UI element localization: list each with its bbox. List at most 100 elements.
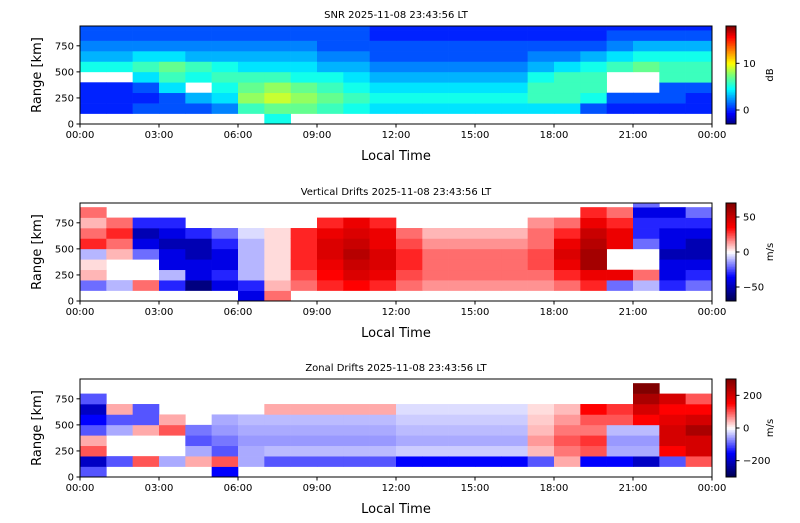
heatmap-cell — [659, 445, 686, 457]
heatmap-cell — [343, 456, 370, 467]
heatmap-cell — [264, 238, 291, 250]
heatmap-cell — [633, 445, 660, 457]
colorbar-segment — [726, 35, 736, 38]
heatmap-cell — [369, 404, 397, 415]
heatmap-cell — [659, 30, 686, 41]
colorbar-segment — [726, 78, 736, 81]
heatmap-cell — [290, 280, 318, 291]
colorbar-segment — [726, 30, 736, 33]
heatmap-cell — [264, 30, 291, 41]
x-tick-label: 21:00 — [619, 307, 648, 318]
heatmap-cell — [80, 393, 107, 405]
heatmap-cell — [659, 82, 686, 94]
heatmap-cell — [317, 92, 344, 104]
heatmap-cell — [422, 103, 449, 114]
heatmap-cell — [343, 280, 370, 291]
x-tick-label: 06:00 — [224, 483, 253, 494]
heatmap-cell — [238, 82, 265, 94]
heatmap-cell — [106, 217, 133, 229]
heatmap-cell — [343, 445, 370, 457]
heatmap-cell — [290, 259, 318, 271]
x-tick-label: 06:00 — [224, 307, 253, 318]
heatmap-cell — [685, 30, 712, 41]
heatmap-cell — [580, 92, 607, 104]
heatmap-cell — [369, 248, 397, 260]
heatmap-cell — [475, 40, 502, 52]
colorbar-segment — [726, 237, 736, 240]
colorbar-segment — [726, 452, 736, 455]
heatmap-cell — [633, 456, 660, 467]
heatmap-cell — [343, 435, 370, 447]
heatmap-cell — [633, 280, 660, 291]
colorbar-segment — [726, 462, 736, 465]
colorbar-segment — [726, 89, 736, 92]
x-tick-label: 18:00 — [540, 483, 569, 494]
heatmap-cell — [317, 103, 344, 114]
heatmap-cell — [396, 82, 423, 94]
colorbar-segment — [726, 447, 736, 450]
heatmap-cell — [606, 51, 634, 62]
colorbar-segment — [726, 70, 736, 73]
colorbar-segment — [726, 442, 736, 445]
heatmap-cell — [343, 40, 370, 52]
heatmap-cell — [343, 424, 370, 436]
heatmap-cell — [501, 424, 528, 436]
colorbar-segment — [726, 269, 736, 272]
heatmap-cell — [343, 26, 370, 31]
colorbar-segment — [726, 405, 736, 408]
y-axis-label: Range [km] — [30, 390, 45, 466]
heatmap-cell — [211, 103, 239, 114]
colorbar-segment — [726, 65, 736, 68]
colorbar-segment — [726, 401, 736, 404]
x-tick-label: 21:00 — [619, 130, 648, 141]
heatmap-cell — [317, 71, 344, 83]
heatmap-cell — [80, 217, 107, 229]
colorbar-segment — [726, 472, 736, 475]
heatmap-cell — [580, 207, 607, 218]
heatmap-cell — [633, 383, 660, 394]
heatmap-cell — [633, 203, 660, 208]
colorbar-segment — [726, 214, 736, 217]
heatmap-cell — [422, 259, 449, 271]
heatmap-cell — [396, 424, 423, 436]
heatmap-cell — [448, 269, 476, 281]
heatmap-cell — [501, 280, 528, 291]
colorbar-tick-label: 0 — [743, 248, 749, 259]
heatmap-cell — [501, 248, 528, 260]
heatmap-cell — [132, 280, 160, 291]
heatmap-cell — [685, 238, 712, 250]
heatmap-cell — [396, 61, 423, 73]
colorbar-segment — [726, 238, 736, 241]
colorbar-segment — [726, 79, 736, 82]
colorbar-segment — [726, 276, 736, 279]
heatmap-cell — [343, 61, 370, 73]
x-tick-label: 15:00 — [461, 483, 490, 494]
heatmap-cell — [238, 26, 265, 31]
colorbar-segment — [726, 27, 736, 30]
heatmap-cell — [132, 71, 160, 83]
heatmap-cell — [211, 424, 239, 436]
heatmap-cell — [396, 414, 423, 426]
heatmap-cell — [475, 103, 502, 114]
colorbar-segment — [726, 107, 736, 110]
heatmap-cell — [501, 92, 528, 104]
heatmap-cell — [106, 456, 133, 467]
heatmap-cell — [317, 248, 344, 260]
heatmap-cell — [606, 30, 634, 41]
heatmap-cell — [606, 238, 634, 250]
heatmap-cell — [106, 248, 133, 260]
heatmap-cell — [317, 424, 344, 436]
heatmap-cell — [501, 103, 528, 114]
colorbar-tick-label: 200 — [743, 391, 762, 402]
colorbar-segment — [726, 419, 736, 422]
heatmap-cell — [659, 404, 686, 415]
colorbar-segment — [726, 101, 736, 104]
heatmap-cell — [106, 238, 133, 250]
heatmap-cell — [554, 26, 581, 31]
colorbar-segment — [726, 437, 736, 440]
heatmap-cell — [475, 51, 502, 62]
colorbar-segment — [726, 112, 736, 115]
heatmap-cell — [80, 30, 107, 41]
heatmap-cell — [132, 26, 160, 31]
heatmap-cell — [185, 40, 212, 52]
